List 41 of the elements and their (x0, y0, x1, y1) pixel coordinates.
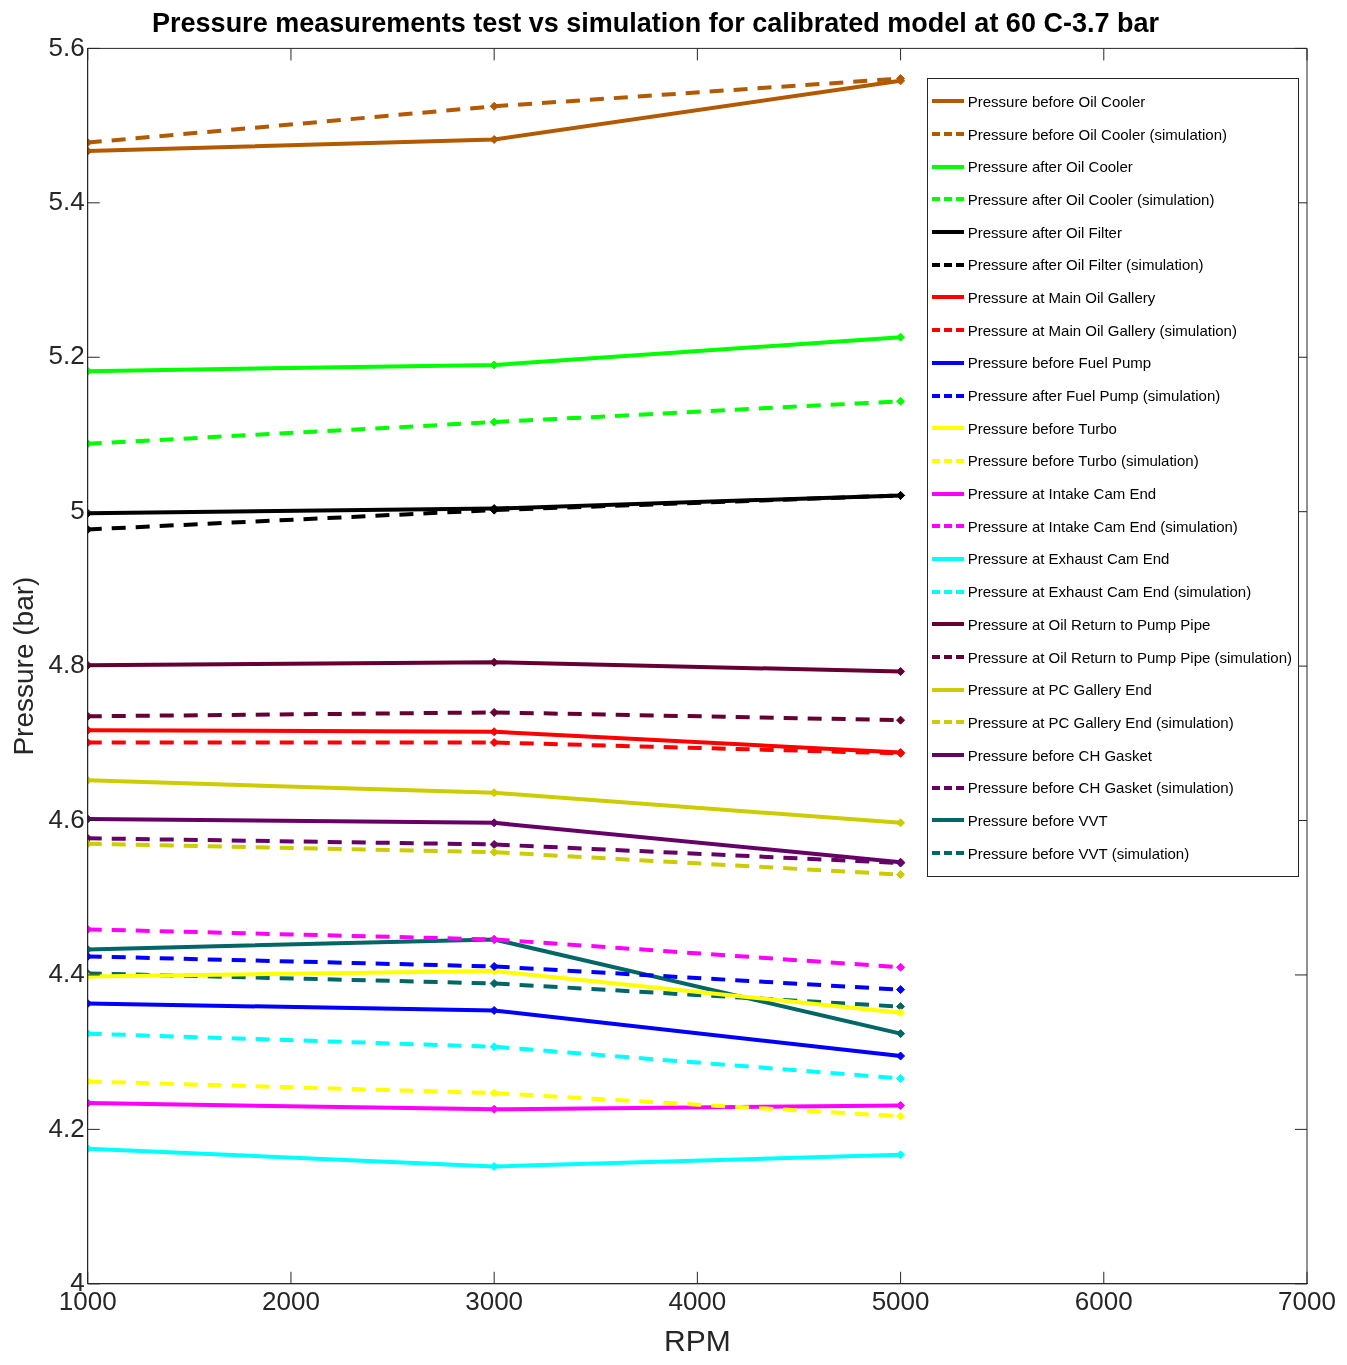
legend-label: Pressure at Exhaust Cam End (967, 550, 1170, 568)
legend-label: Pressure before Oil Cooler (simulation) (967, 125, 1227, 143)
legend-label: Pressure before Turbo (simulation) (967, 452, 1199, 470)
x-tick-label: 2000 (262, 1285, 320, 1316)
legend-label: Pressure before Oil Cooler (967, 92, 1146, 110)
legend-label: Pressure before VVT (967, 811, 1108, 829)
legend-label: Pressure at Intake Cam End (simulation) (967, 517, 1238, 535)
x-axis-title: RPM (664, 1324, 731, 1358)
x-tick-label: 6000 (1074, 1285, 1133, 1316)
legend-label: Pressure at Oil Return to Pump Pipe (967, 615, 1211, 633)
legend-label: Pressure before CH Gasket (simulation) (967, 779, 1234, 797)
y-tick-label: 4.2 (48, 1112, 85, 1143)
legend-label: Pressure after Fuel Pump (simulation) (967, 387, 1221, 405)
legend-label: Pressure before CH Gasket (967, 746, 1152, 764)
y-tick-label: 4.8 (48, 649, 85, 680)
legend-label: Pressure before VVT (simulation) (967, 844, 1190, 862)
legend-label: Pressure after Oil Cooler (967, 158, 1133, 176)
legend-label: Pressure at Oil Return to Pump Pipe (simulation) (967, 648, 1292, 666)
x-tick-label: 7000 (1278, 1285, 1336, 1316)
legend-label: Pressure at PC Gallery End (simulation) (967, 713, 1234, 731)
x-tick-label: 4000 (668, 1285, 727, 1316)
legend-label: Pressure before Turbo (967, 419, 1117, 437)
legend-label: Pressure after Oil Cooler (simulation) (967, 190, 1215, 208)
y-axis-title: Pressure (bar) (7, 576, 39, 756)
legend-label: Pressure at Intake Cam End (967, 485, 1157, 503)
x-tick-label: 5000 (871, 1285, 930, 1316)
legend-label: Pressure after Oil Filter (simulation) (967, 256, 1204, 274)
y-tick-label: 5.4 (48, 186, 85, 216)
legend-label: Pressure at Exhaust Cam End (simulation) (967, 583, 1252, 601)
legend-label: Pressure before Fuel Pump (967, 354, 1152, 372)
y-tick-label: 5 (70, 494, 85, 525)
y-tick-label: 4.4 (48, 958, 85, 989)
y-tick-label: 5.6 (48, 31, 85, 62)
y-tick-label: 5.2 (48, 340, 85, 371)
chart-title: Pressure measurements test vs simulation for calibrated model at 60 C-3.7 bar (152, 7, 1160, 38)
legend-label: Pressure at Main Oil Gallery (simulation) (967, 321, 1237, 339)
x-tick-label: 3000 (465, 1285, 524, 1316)
legend-label: Pressure at PC Gallery End (967, 681, 1152, 699)
y-tick-label: 4.6 (48, 803, 85, 834)
legend-label: Pressure after Oil Filter (967, 223, 1122, 241)
legend-label: Pressure at Main Oil Gallery (967, 288, 1156, 306)
